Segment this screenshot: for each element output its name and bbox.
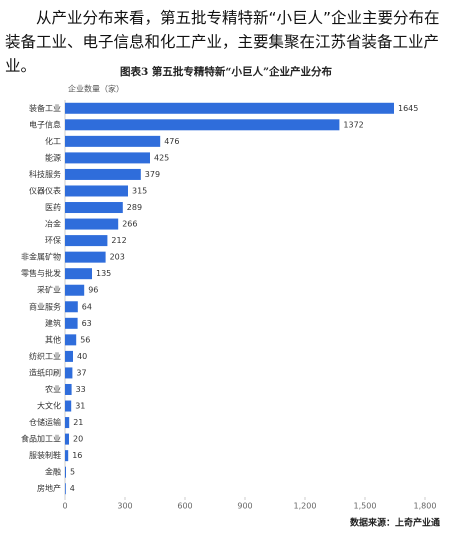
y-tick-label: 能源 (45, 152, 61, 162)
value-label: 96 (88, 286, 98, 295)
y-tick-label: 商业服务 (29, 301, 61, 311)
bar (65, 251, 106, 263)
y-tick-label: 农业 (45, 384, 61, 394)
value-label: 64 (82, 302, 92, 311)
value-label: 56 (80, 335, 90, 344)
x-tick-label: 0 (62, 502, 67, 511)
y-tick-label: 造纸印刷 (29, 367, 61, 377)
y-tick-label: 房地产 (37, 483, 61, 493)
value-label: 135 (96, 269, 111, 278)
y-tick-label: 仪器仪表 (29, 185, 61, 195)
bar (65, 433, 69, 445)
x-tick-label: 1,200 (294, 502, 317, 511)
y-tick-label: 纺织工业 (29, 351, 61, 361)
value-label: 266 (122, 220, 137, 229)
value-label: 63 (82, 319, 92, 328)
bar (65, 185, 128, 197)
value-label: 5 (70, 468, 75, 477)
y-tick-label: 零售与批发 (21, 268, 61, 278)
y-tick-label: 金融 (45, 467, 61, 477)
x-tick-label: 300 (117, 502, 132, 511)
value-label: 203 (110, 253, 125, 262)
bar (65, 450, 69, 462)
bar (65, 152, 150, 164)
bar (65, 218, 119, 230)
y-tick-label: 其他 (45, 334, 61, 344)
source: 数据来源：上奇产业通 (350, 517, 440, 529)
bar (65, 168, 141, 180)
value-label: 40 (77, 352, 87, 361)
y-tick-label: 仓储运输 (29, 417, 61, 427)
x-tick-label: 1,500 (354, 502, 377, 511)
value-label: 31 (75, 402, 85, 411)
bar (65, 334, 77, 346)
bar (65, 400, 72, 412)
y-tick-label: 采矿业 (37, 285, 61, 295)
value-label: 476 (164, 137, 179, 146)
y-tick-label: 非金属矿物 (21, 252, 61, 262)
value-label: 16 (72, 451, 82, 460)
bar (65, 202, 123, 214)
y-tick-label: 冶金 (45, 219, 61, 229)
y-tick-label: 食品加工业 (21, 434, 61, 444)
y-tick-label: 服装制鞋 (29, 450, 61, 460)
value-label: 21 (73, 418, 83, 427)
value-label: 1372 (343, 120, 363, 129)
y-tick-label: 医药 (45, 202, 61, 212)
x-tick-label: 600 (177, 502, 192, 511)
chart-title: 图表3 第五批专精特新“小巨人”企业产业分布 (120, 65, 333, 78)
bar (65, 284, 85, 296)
bar (65, 119, 340, 131)
bar (65, 367, 73, 379)
value-label: 379 (145, 170, 160, 179)
bar (65, 317, 78, 329)
y-tick-label: 电子信息 (29, 119, 61, 129)
bar (65, 235, 108, 247)
bar (65, 102, 394, 114)
value-label: 289 (127, 203, 142, 212)
value-label: 33 (76, 385, 86, 394)
bar (65, 135, 161, 147)
value-label: 37 (76, 368, 86, 377)
y-tick-label: 建筑 (45, 318, 61, 328)
value-label: 315 (132, 186, 147, 195)
y-tick-label: 环保 (45, 235, 61, 245)
value-label: 1645 (398, 104, 418, 113)
value-label: 425 (154, 153, 169, 162)
paragraph: 从产业分布来看，第五批专精特新“小巨人”企业主要分布在装备工业、电子信息和化工产… (5, 9, 440, 75)
y-tick-label: 大文化 (37, 401, 61, 411)
bar (65, 483, 66, 495)
y-tick-label: 科技服务 (29, 169, 61, 179)
value-label: 4 (70, 484, 75, 493)
y-tick-label: 化工 (45, 136, 61, 146)
value-label: 212 (111, 236, 126, 245)
bar (65, 268, 92, 280)
x-tick-label: 1,800 (414, 502, 437, 511)
bar (65, 301, 78, 313)
x-tick-label: 900 (237, 502, 252, 511)
bar (65, 466, 66, 478)
axis-label: 企业数量（家） (68, 84, 124, 94)
bar (65, 383, 72, 395)
bar (65, 417, 70, 429)
y-tick-label: 装备工业 (29, 103, 61, 113)
bar (65, 350, 73, 362)
value-label: 20 (73, 435, 83, 444)
